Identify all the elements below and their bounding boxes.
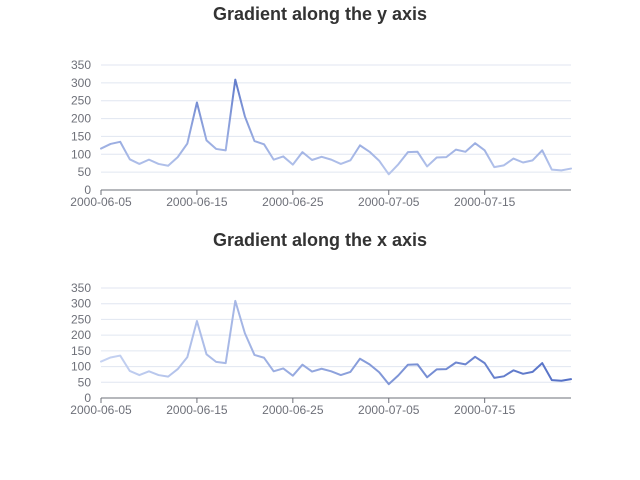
- chart-2-series: [100, 299, 572, 386]
- x-tick-label: 2000-06-15: [166, 195, 228, 209]
- y-tick-label: 300: [71, 297, 91, 311]
- y-tick-label: 250: [71, 312, 91, 326]
- y-tick-label: 0: [84, 183, 91, 197]
- y-tick-label: 200: [71, 112, 91, 126]
- y-tick-label: 150: [71, 344, 91, 358]
- y-tick-label: 300: [71, 76, 91, 90]
- x-tick-label: 2000-07-05: [358, 403, 420, 417]
- x-tick-label: 2000-07-15: [454, 403, 516, 417]
- series-line: [100, 299, 572, 386]
- y-tick-label: 350: [71, 58, 91, 72]
- y-tick-label: 200: [71, 328, 91, 342]
- chart-1-series: [100, 78, 572, 176]
- y-tick-label: 250: [71, 94, 91, 108]
- x-tick-label: 2000-06-25: [262, 403, 324, 417]
- x-tick-label: 2000-07-15: [454, 195, 516, 209]
- chart-2-gridlines: [101, 287, 571, 383]
- y-tick-label: 150: [71, 129, 91, 143]
- x-tick-label: 2000-06-25: [262, 195, 324, 209]
- y-tick-label: 350: [71, 281, 91, 295]
- y-tick-label: 100: [71, 147, 91, 161]
- chart-2-x-axis: 2000-06-05 2000-06-15 2000-06-25 2000-07-05…: [70, 398, 516, 417]
- chart-2-title: Gradient along the x axis: [213, 230, 427, 250]
- x-tick-label: 2000-07-05: [358, 195, 420, 209]
- x-tick-label: 2000-06-05: [70, 403, 132, 417]
- chart-1-title: Gradient along the y axis: [213, 4, 427, 24]
- y-tick-label: 100: [71, 360, 91, 374]
- chart-1-gridlines: [101, 64, 571, 173]
- y-tick-label: 50: [78, 375, 92, 389]
- chart-1: Gradient along the y axis 0 50 100 150 200 25…: [70, 4, 572, 209]
- chart-1-y-axis: 0 50 100 150 200 250 300 350: [71, 58, 571, 197]
- y-tick-label: 50: [78, 165, 92, 179]
- y-tick-label: 0: [84, 391, 91, 405]
- x-tick-label: 2000-06-15: [166, 403, 228, 417]
- x-tick-label: 2000-06-05: [70, 195, 132, 209]
- chart-1-x-axis: 2000-06-05 2000-06-15 2000-06-25 2000-07-05…: [70, 190, 516, 209]
- series-line: [100, 78, 572, 176]
